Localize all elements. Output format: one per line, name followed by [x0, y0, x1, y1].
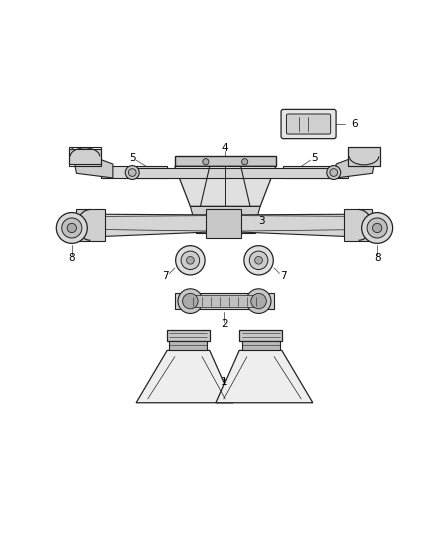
Circle shape	[183, 294, 198, 309]
Circle shape	[246, 289, 271, 313]
Polygon shape	[175, 156, 276, 166]
Circle shape	[62, 218, 82, 238]
Circle shape	[244, 246, 273, 275]
Text: 3: 3	[258, 216, 265, 226]
Text: 1: 1	[221, 377, 228, 387]
Polygon shape	[235, 214, 371, 237]
Circle shape	[255, 256, 262, 264]
Text: 6: 6	[351, 119, 357, 129]
Polygon shape	[175, 166, 276, 206]
Circle shape	[251, 294, 266, 309]
Polygon shape	[132, 168, 334, 178]
Polygon shape	[78, 214, 214, 237]
Ellipse shape	[330, 168, 338, 176]
Polygon shape	[348, 147, 380, 166]
Polygon shape	[196, 225, 255, 233]
Text: 7: 7	[162, 271, 169, 281]
Polygon shape	[241, 341, 279, 350]
Circle shape	[176, 246, 205, 275]
Polygon shape	[336, 149, 377, 178]
Polygon shape	[136, 350, 233, 403]
Polygon shape	[167, 329, 210, 341]
Polygon shape	[191, 206, 260, 225]
Polygon shape	[206, 209, 241, 238]
Circle shape	[57, 213, 87, 244]
Text: 4: 4	[222, 143, 229, 153]
Text: 2: 2	[221, 319, 228, 329]
Circle shape	[178, 289, 203, 313]
Circle shape	[241, 159, 248, 165]
Polygon shape	[283, 166, 348, 178]
Text: 7: 7	[280, 271, 287, 281]
Polygon shape	[101, 166, 167, 178]
Polygon shape	[239, 329, 282, 341]
Circle shape	[181, 251, 200, 270]
Circle shape	[367, 218, 387, 238]
Text: 5: 5	[311, 153, 318, 163]
Polygon shape	[216, 350, 313, 403]
Circle shape	[187, 256, 194, 264]
Polygon shape	[77, 209, 105, 241]
Circle shape	[372, 223, 382, 232]
Text: 8: 8	[68, 253, 75, 263]
Polygon shape	[175, 294, 274, 309]
Polygon shape	[170, 341, 208, 350]
Ellipse shape	[128, 168, 136, 176]
Text: 5: 5	[129, 153, 136, 163]
FancyBboxPatch shape	[281, 109, 336, 139]
Polygon shape	[344, 209, 372, 241]
Polygon shape	[69, 149, 101, 164]
Ellipse shape	[125, 166, 139, 180]
FancyBboxPatch shape	[286, 114, 331, 134]
Polygon shape	[191, 295, 258, 306]
Circle shape	[362, 213, 392, 244]
Text: 8: 8	[374, 253, 381, 263]
Circle shape	[249, 251, 268, 270]
Circle shape	[67, 223, 77, 232]
Circle shape	[203, 159, 209, 165]
Polygon shape	[72, 149, 113, 178]
Ellipse shape	[327, 166, 341, 180]
